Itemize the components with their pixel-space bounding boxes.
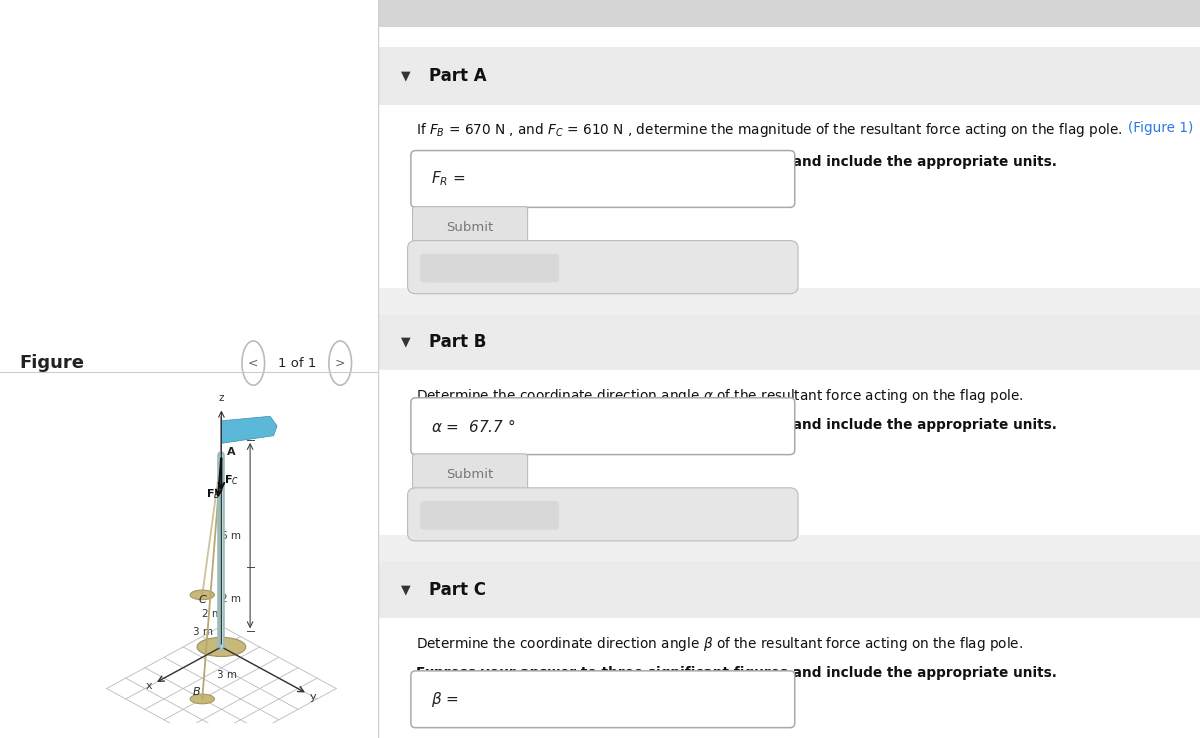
Text: $\alpha$ =  67.7 °: $\alpha$ = 67.7 ° [431, 418, 515, 435]
Polygon shape [222, 416, 277, 444]
Text: 2 m: 2 m [202, 610, 222, 619]
Text: $\beta$ =: $\beta$ = [431, 690, 458, 708]
Text: Part C: Part C [428, 581, 486, 599]
Text: 3 m: 3 m [217, 670, 238, 680]
Text: ▼: ▼ [401, 69, 410, 83]
Bar [378, 370, 1200, 535]
Text: >: > [335, 356, 346, 370]
FancyBboxPatch shape [410, 671, 794, 728]
Text: A: A [227, 447, 235, 458]
Bar [378, 561, 1200, 618]
Text: Submit: Submit [446, 221, 493, 234]
FancyBboxPatch shape [420, 501, 559, 530]
Text: $\mathbf{F}_B$: $\mathbf{F}_B$ [205, 488, 221, 501]
FancyBboxPatch shape [413, 207, 528, 248]
Text: $\mathbf{F}_C$: $\mathbf{F}_C$ [224, 473, 239, 487]
Text: 6 m: 6 m [222, 531, 241, 541]
Text: 1 of 1: 1 of 1 [277, 356, 316, 370]
Text: Part B: Part B [428, 333, 486, 351]
FancyBboxPatch shape [408, 488, 798, 541]
Bar [378, 105, 1200, 288]
Text: 2 m: 2 m [222, 594, 241, 604]
Text: Submit: Submit [446, 468, 493, 481]
Text: z: z [218, 393, 224, 403]
Text: Determine the coordinate direction angle $\beta$ of the resultant force acting o: Determine the coordinate direction angle… [416, 635, 1022, 652]
Ellipse shape [190, 590, 215, 600]
Bar [378, 47, 1200, 105]
Text: Part A: Part A [428, 67, 486, 85]
FancyBboxPatch shape [408, 241, 798, 294]
Text: Express your answer to three significant figures and include the appropriate uni: Express your answer to three significant… [416, 155, 1057, 169]
Text: $F_R$ =: $F_R$ = [431, 170, 466, 188]
Bar [378, 314, 1200, 370]
Text: C: C [198, 595, 206, 604]
Text: Determine the coordinate direction angle $\alpha$ of the resultant force acting : Determine the coordinate direction angle… [416, 387, 1024, 404]
Ellipse shape [190, 694, 215, 704]
Text: ▼: ▼ [401, 336, 410, 348]
Ellipse shape [197, 638, 246, 657]
Text: y: y [310, 692, 317, 702]
Text: (Figure 1): (Figure 1) [1128, 121, 1193, 135]
Bar [378, 288, 1200, 314]
Bar [378, 618, 1200, 738]
Text: ▼: ▼ [401, 583, 410, 596]
Text: If $F_B$ = 670 N , and $F_C$ = 610 N , determine the magnitude of the resultant : If $F_B$ = 670 N , and $F_C$ = 610 N , d… [416, 121, 1122, 139]
Text: 3 m: 3 m [193, 627, 214, 637]
Text: Figure: Figure [19, 354, 84, 372]
FancyBboxPatch shape [420, 254, 559, 283]
FancyBboxPatch shape [413, 454, 528, 495]
FancyBboxPatch shape [410, 398, 794, 455]
Text: Express your answer to three significant figures and include the appropriate uni: Express your answer to three significant… [416, 666, 1057, 680]
Bar [378, 0, 1200, 27]
FancyBboxPatch shape [410, 151, 794, 207]
Text: Express your answer to three significant figures and include the appropriate uni: Express your answer to three significant… [416, 418, 1057, 432]
Bar [378, 535, 1200, 561]
Text: <: < [248, 356, 258, 370]
Text: B: B [192, 688, 200, 697]
Text: x: x [145, 681, 152, 692]
